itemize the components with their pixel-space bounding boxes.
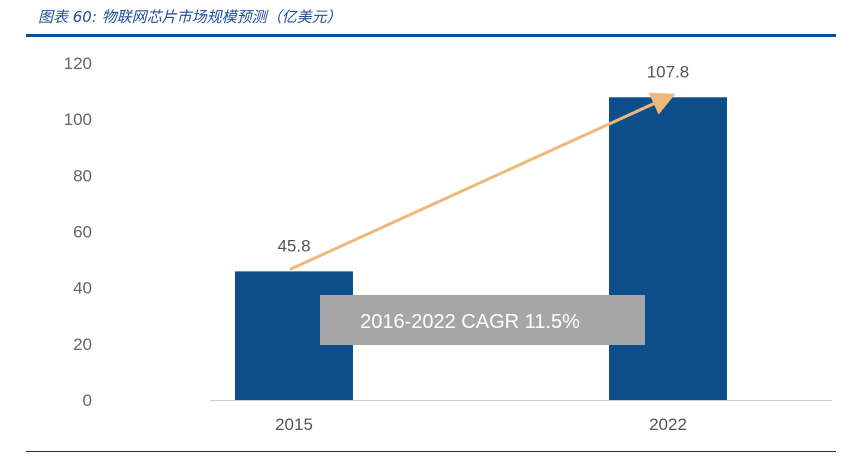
cagr-annotation: 2016-2022 CAGR 11.5% xyxy=(360,311,580,333)
x-tick-label: 2015 xyxy=(275,415,313,434)
x-tick-label: 2022 xyxy=(649,415,687,434)
y-tick-label: 40 xyxy=(73,279,92,298)
y-tick-label: 100 xyxy=(64,110,92,129)
y-tick-label: 80 xyxy=(73,166,92,185)
data-label: 45.8 xyxy=(277,236,310,255)
y-tick-label: 0 xyxy=(83,391,92,410)
y-tick-label: 60 xyxy=(73,223,92,242)
bar-2022 xyxy=(609,97,727,401)
y-tick-label: 120 xyxy=(64,54,92,73)
cagr-box xyxy=(320,295,645,345)
data-label: 107.8 xyxy=(647,62,690,81)
bottom-rule xyxy=(26,451,836,452)
title-rule xyxy=(26,34,836,37)
figure-title: 图表 60: 物联网芯片市场规模预测（亿美元） xyxy=(38,8,342,26)
growth-arrow xyxy=(289,92,676,271)
y-tick-label: 20 xyxy=(73,335,92,354)
